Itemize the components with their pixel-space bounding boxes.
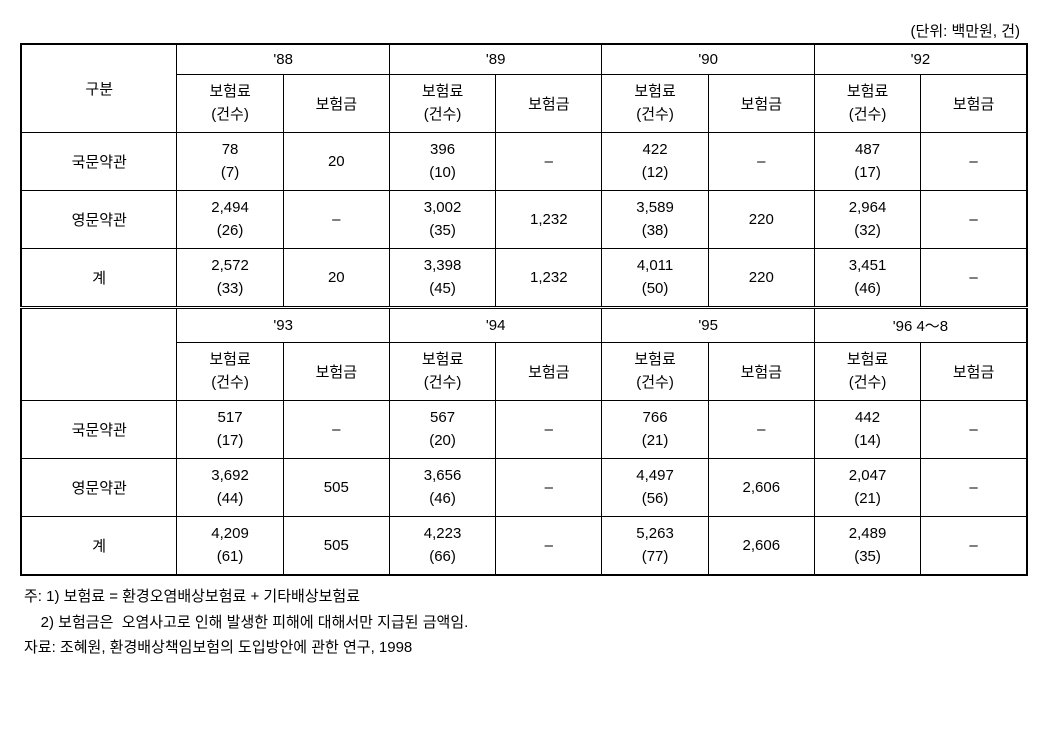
cell-value: –: [496, 517, 602, 576]
header-year-95: '95: [602, 308, 815, 343]
footnotes: 주: 1) 보험료 = 환경오염배상보험료 + 기타배상보험료 2) 보험금은 …: [20, 584, 1028, 661]
header-premium: 보험료(건수): [389, 75, 495, 133]
cell-value: –: [496, 401, 602, 459]
row-korean-bottom: 국문약관 517(17) – 567(20) – 766(21) – 442(1…: [21, 401, 1027, 459]
row-korean-top: 국문약관 78(7) 20 396(10) – 422(12) – 487(17…: [21, 133, 1027, 191]
header-premium: 보험료(건수): [389, 343, 495, 401]
cell-value: 505: [283, 517, 389, 576]
header-payout: 보험금: [496, 75, 602, 133]
header-year-90: '90: [602, 44, 815, 75]
cell-value: 505: [283, 459, 389, 517]
header-payout: 보험금: [708, 75, 814, 133]
cell-value: 20: [283, 133, 389, 191]
cell-value: 78(7): [177, 133, 283, 191]
cell-value: 3,451(46): [814, 249, 920, 308]
cell-value: 422(12): [602, 133, 708, 191]
cell-value: 2,572(33): [177, 249, 283, 308]
header-year-94: '94: [389, 308, 602, 343]
cell-value: –: [921, 191, 1027, 249]
row-label-total: 계: [21, 517, 177, 576]
cell-value: 1,232: [496, 191, 602, 249]
cell-value: 2,494(26): [177, 191, 283, 249]
insurance-table: 구분 '88 '89 '90 '92 보험료(건수) 보험금 보험료(건수) 보…: [20, 43, 1028, 576]
header-payout: 보험금: [283, 75, 389, 133]
header-premium: 보험료(건수): [602, 75, 708, 133]
cell-value: –: [708, 133, 814, 191]
cell-value: 220: [708, 191, 814, 249]
cell-value: 487(17): [814, 133, 920, 191]
cell-value: 1,232: [496, 249, 602, 308]
header-payout: 보험금: [283, 343, 389, 401]
header-row-years-bottom: '93 '94 '95 '96 4～8: [21, 308, 1027, 343]
cell-value: 4,497(56): [602, 459, 708, 517]
cell-value: 220: [708, 249, 814, 308]
cell-value: 4,209(61): [177, 517, 283, 576]
header-premium: 보험료(건수): [814, 75, 920, 133]
note-line-2: 2) 보험금은 오염사고로 인해 발생한 피해에 대해서만 지급된 금액임.: [24, 610, 1028, 636]
row-total-bottom: 계 4,209(61) 505 4,223(66) – 5,263(77) 2,…: [21, 517, 1027, 576]
header-premium: 보험료(건수): [602, 343, 708, 401]
cell-value: 3,589(38): [602, 191, 708, 249]
header-year-89: '89: [389, 44, 602, 75]
header-premium: 보험료(건수): [814, 343, 920, 401]
cell-value: –: [921, 249, 1027, 308]
cell-value: 442(14): [814, 401, 920, 459]
cell-value: 2,489(35): [814, 517, 920, 576]
cell-value: 2,606: [708, 517, 814, 576]
row-label-total: 계: [21, 249, 177, 308]
cell-value: –: [283, 191, 389, 249]
header-category: 구분: [21, 44, 177, 133]
cell-value: 2,047(21): [814, 459, 920, 517]
cell-value: –: [921, 133, 1027, 191]
cell-value: 4,011(50): [602, 249, 708, 308]
row-label-korean: 국문약관: [21, 401, 177, 459]
cell-value: 3,002(35): [389, 191, 495, 249]
note-line-1: 주: 1) 보험료 = 환경오염배상보험료 + 기타배상보험료: [24, 584, 1028, 610]
cell-value: –: [921, 459, 1027, 517]
header-premium: 보험료(건수): [177, 75, 283, 133]
header-payout: 보험금: [921, 75, 1027, 133]
note-line-3: 자료: 조혜원, 환경배상책임보험의 도입방안에 관한 연구, 1998: [24, 635, 1028, 661]
header-year-93: '93: [177, 308, 390, 343]
cell-value: –: [496, 459, 602, 517]
cell-value: 3,692(44): [177, 459, 283, 517]
header-payout: 보험금: [921, 343, 1027, 401]
row-english-bottom: 영문약관 3,692(44) 505 3,656(46) – 4,497(56)…: [21, 459, 1027, 517]
header-year-88: '88: [177, 44, 390, 75]
header-category-empty: [21, 308, 177, 401]
cell-value: 3,398(45): [389, 249, 495, 308]
cell-value: 2,964(32): [814, 191, 920, 249]
cell-value: 5,263(77): [602, 517, 708, 576]
cell-value: 3,656(46): [389, 459, 495, 517]
row-english-top: 영문약관 2,494(26) – 3,002(35) 1,232 3,589(3…: [21, 191, 1027, 249]
cell-value: 567(20): [389, 401, 495, 459]
row-label-english: 영문약관: [21, 459, 177, 517]
cell-value: 766(21): [602, 401, 708, 459]
cell-value: –: [921, 401, 1027, 459]
header-premium: 보험료(건수): [177, 343, 283, 401]
header-row-years-top: 구분 '88 '89 '90 '92: [21, 44, 1027, 75]
cell-value: –: [496, 133, 602, 191]
row-total-top: 계 2,572(33) 20 3,398(45) 1,232 4,011(50)…: [21, 249, 1027, 308]
cell-value: 20: [283, 249, 389, 308]
header-payout: 보험금: [496, 343, 602, 401]
cell-value: –: [921, 517, 1027, 576]
row-label-english: 영문약관: [21, 191, 177, 249]
cell-value: 396(10): [389, 133, 495, 191]
header-year-92: '92: [814, 44, 1027, 75]
cell-value: –: [708, 401, 814, 459]
row-label-korean: 국문약관: [21, 133, 177, 191]
header-year-96: '96 4～8: [814, 308, 1027, 343]
header-payout: 보험금: [708, 343, 814, 401]
cell-value: –: [283, 401, 389, 459]
cell-value: 4,223(66): [389, 517, 495, 576]
unit-label: (단위: 백만원, 건): [20, 20, 1028, 41]
cell-value: 2,606: [708, 459, 814, 517]
cell-value: 517(17): [177, 401, 283, 459]
